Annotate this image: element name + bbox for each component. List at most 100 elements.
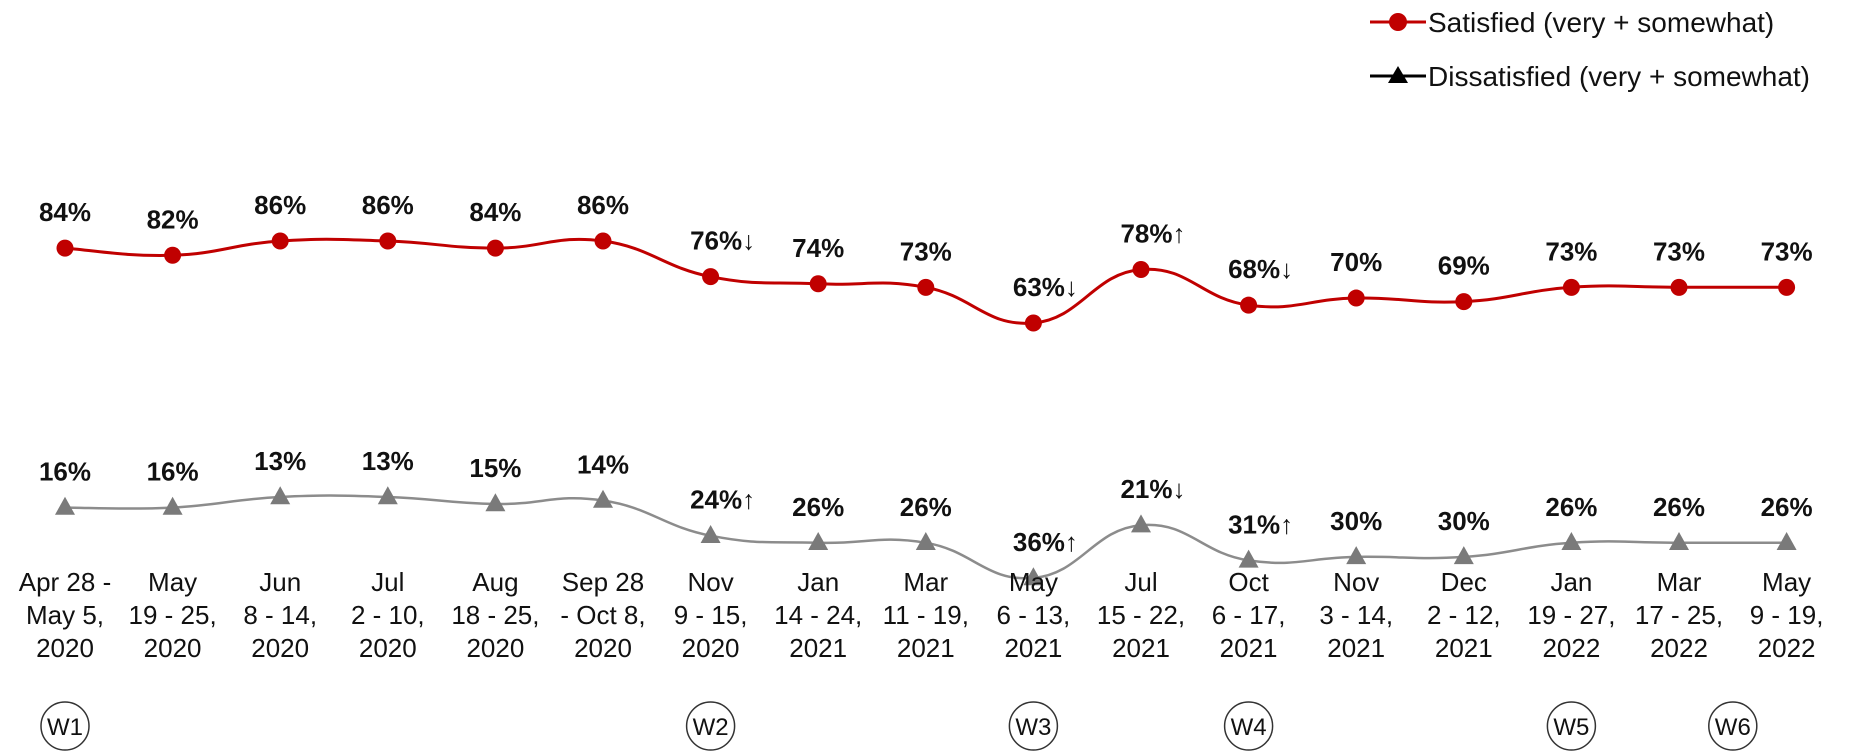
satisfied-data-label: 63%↓ bbox=[1013, 272, 1078, 302]
satisfied-point bbox=[164, 246, 182, 264]
satisfied-point bbox=[1347, 289, 1365, 307]
dissatisfied-data-label: 26% bbox=[792, 492, 844, 522]
x-tick-label: May 9 - 19, 2022 bbox=[1750, 567, 1824, 663]
satisfied-data-label: 74% bbox=[792, 233, 844, 263]
dissatisfied-data-label: 15% bbox=[469, 453, 521, 483]
dissatisfied-point bbox=[700, 524, 721, 543]
satisfied-data-label: 68%↓ bbox=[1228, 254, 1293, 284]
x-tick-label: Nov 3 - 14, 2021 bbox=[1319, 567, 1393, 663]
series-markers bbox=[55, 232, 1797, 586]
wave-label: W3 bbox=[1015, 714, 1051, 741]
wave-label: W5 bbox=[1553, 714, 1589, 741]
wave-circle bbox=[685, 701, 736, 751]
satisfied-data-label: 76%↓ bbox=[690, 226, 755, 256]
legend-marker bbox=[1389, 13, 1407, 31]
wave-marker: W1 bbox=[40, 701, 90, 751]
dissatisfied-point bbox=[1346, 546, 1367, 565]
x-tick-label: Jan 14 - 24, 2021 bbox=[774, 567, 862, 663]
satisfied-point bbox=[271, 232, 289, 250]
x-tick-label: Apr 28 -May 5, 2020 bbox=[19, 567, 112, 663]
legend-item-satisfied: Satisfied (very + somewhat) bbox=[1370, 7, 1774, 38]
satisfied-point bbox=[1562, 278, 1580, 296]
dissatisfied-point bbox=[1238, 549, 1259, 568]
wave-circle bbox=[1546, 701, 1597, 751]
dissatisfied-data-label: 26% bbox=[1545, 492, 1597, 522]
dissatisfied-data-label: 24%↑ bbox=[690, 485, 755, 515]
dissatisfied-point bbox=[1776, 531, 1797, 550]
dissatisfied-point bbox=[1023, 567, 1044, 586]
satisfied-data-label: 73% bbox=[1653, 236, 1705, 266]
x-tick-label: Jul 2 - 10, 2020 bbox=[351, 567, 425, 663]
satisfied-data-label: 73% bbox=[1545, 236, 1597, 266]
satisfied-point bbox=[486, 239, 504, 257]
chart-legend: Satisfied (very + somewhat) Dissatisfied … bbox=[1370, 7, 1810, 92]
satisfied-data-label: 70% bbox=[1330, 247, 1382, 277]
satisfied-data-label: 86% bbox=[577, 190, 629, 220]
wave-label: W4 bbox=[1231, 714, 1267, 741]
x-tick-label: Aug 18 - 25, 2020 bbox=[451, 567, 539, 663]
satisfied-data-label: 82% bbox=[147, 204, 199, 234]
legend-label: Dissatisfied (very + somewhat) bbox=[1428, 61, 1810, 92]
satisfied-data-label: 84% bbox=[469, 197, 521, 227]
wave-marker: W3 bbox=[1008, 701, 1059, 751]
satisfied-point bbox=[379, 232, 397, 250]
x-tick-label: Dec 2 - 12, 2021 bbox=[1427, 567, 1501, 663]
satisfied-data-label: 86% bbox=[254, 190, 306, 220]
dissatisfied-point bbox=[1669, 531, 1689, 550]
dissatisfied-data-label: 31%↑ bbox=[1228, 509, 1293, 539]
wave-marker: W5 bbox=[1546, 701, 1597, 751]
wave-marker: W4 bbox=[1223, 701, 1274, 751]
dissatisfied-data-label: 16% bbox=[39, 457, 91, 487]
satisfied-data-label: 69% bbox=[1438, 251, 1490, 281]
satisfied-point bbox=[917, 278, 935, 296]
wave-label: W6 bbox=[1715, 714, 1751, 741]
legend-item-dissatisfied: Dissatisfied (very + somewhat) bbox=[1370, 61, 1810, 92]
dissatisfied-point bbox=[593, 489, 613, 508]
dissatisfied-data-label: 30% bbox=[1438, 506, 1490, 536]
satisfied-data-label: 84% bbox=[39, 197, 91, 227]
dissatisfied-point bbox=[270, 486, 291, 505]
x-tick-label: Sep 28- Oct 8, 2020 bbox=[560, 567, 645, 663]
dissatisfied-point bbox=[1131, 514, 1151, 533]
dissatisfied-point bbox=[1561, 531, 1582, 550]
dissatisfied-data-label: 30% bbox=[1330, 506, 1382, 536]
legend-marker bbox=[1388, 66, 1408, 83]
satisfied-point bbox=[1132, 261, 1150, 279]
dissatisfied-point bbox=[485, 493, 506, 512]
satisfied-data-label: 78%↑ bbox=[1120, 219, 1185, 249]
x-tick-label: Jun 8 - 14, 2020 bbox=[243, 567, 317, 663]
satisfied-point bbox=[702, 268, 720, 286]
satisfied-data-label: 73% bbox=[1761, 236, 1813, 266]
dissatisfied-data-label: 36%↑ bbox=[1013, 527, 1078, 557]
satisfied-point bbox=[1670, 278, 1688, 296]
x-tick-label: May 19 - 25, 2020 bbox=[129, 567, 217, 663]
satisfied-data-label: 86% bbox=[362, 190, 414, 220]
x-tick-label: Mar 17 - 25, 2022 bbox=[1635, 567, 1723, 663]
satisfied-data-label: 73% bbox=[900, 236, 952, 266]
wave-label: W1 bbox=[47, 714, 83, 741]
wave-marker: W2 bbox=[685, 701, 736, 751]
wave-circle bbox=[1708, 701, 1758, 751]
x-tick-label: Jul 15 - 22, 2021 bbox=[1097, 567, 1185, 663]
dissatisfied-data-label: 26% bbox=[900, 492, 952, 522]
x-tick-label: Oct 6 - 17, 2021 bbox=[1212, 567, 1286, 663]
dissatisfied-data-label: 16% bbox=[147, 457, 199, 487]
x-tick-label: Jan 19 - 27, 2022 bbox=[1527, 567, 1615, 663]
satisfied-point bbox=[809, 275, 827, 293]
wave-circle bbox=[1223, 701, 1274, 751]
satisfied-point bbox=[1240, 296, 1258, 314]
legend-label: Satisfied (very + somewhat) bbox=[1428, 7, 1774, 38]
satisfied-point bbox=[594, 232, 612, 250]
wave-circle bbox=[1008, 701, 1059, 751]
dissatisfied-data-label: 26% bbox=[1761, 492, 1813, 522]
satisfied-point bbox=[1455, 293, 1473, 311]
satisfied-point bbox=[1778, 278, 1796, 296]
data-labels: 84% 82% 86% 86% 84% 86% 76%↓ 74% 73% 63%↓ 78%↑ 68%↓… bbox=[39, 190, 1813, 557]
x-tick-label: Nov 9 - 15, 2020 bbox=[674, 567, 748, 663]
dissatisfied-point bbox=[377, 486, 398, 505]
x-tick-label: Mar 11 - 19, 2021 bbox=[883, 567, 969, 663]
wave-circle bbox=[40, 701, 90, 751]
wave-label: W2 bbox=[693, 714, 729, 741]
